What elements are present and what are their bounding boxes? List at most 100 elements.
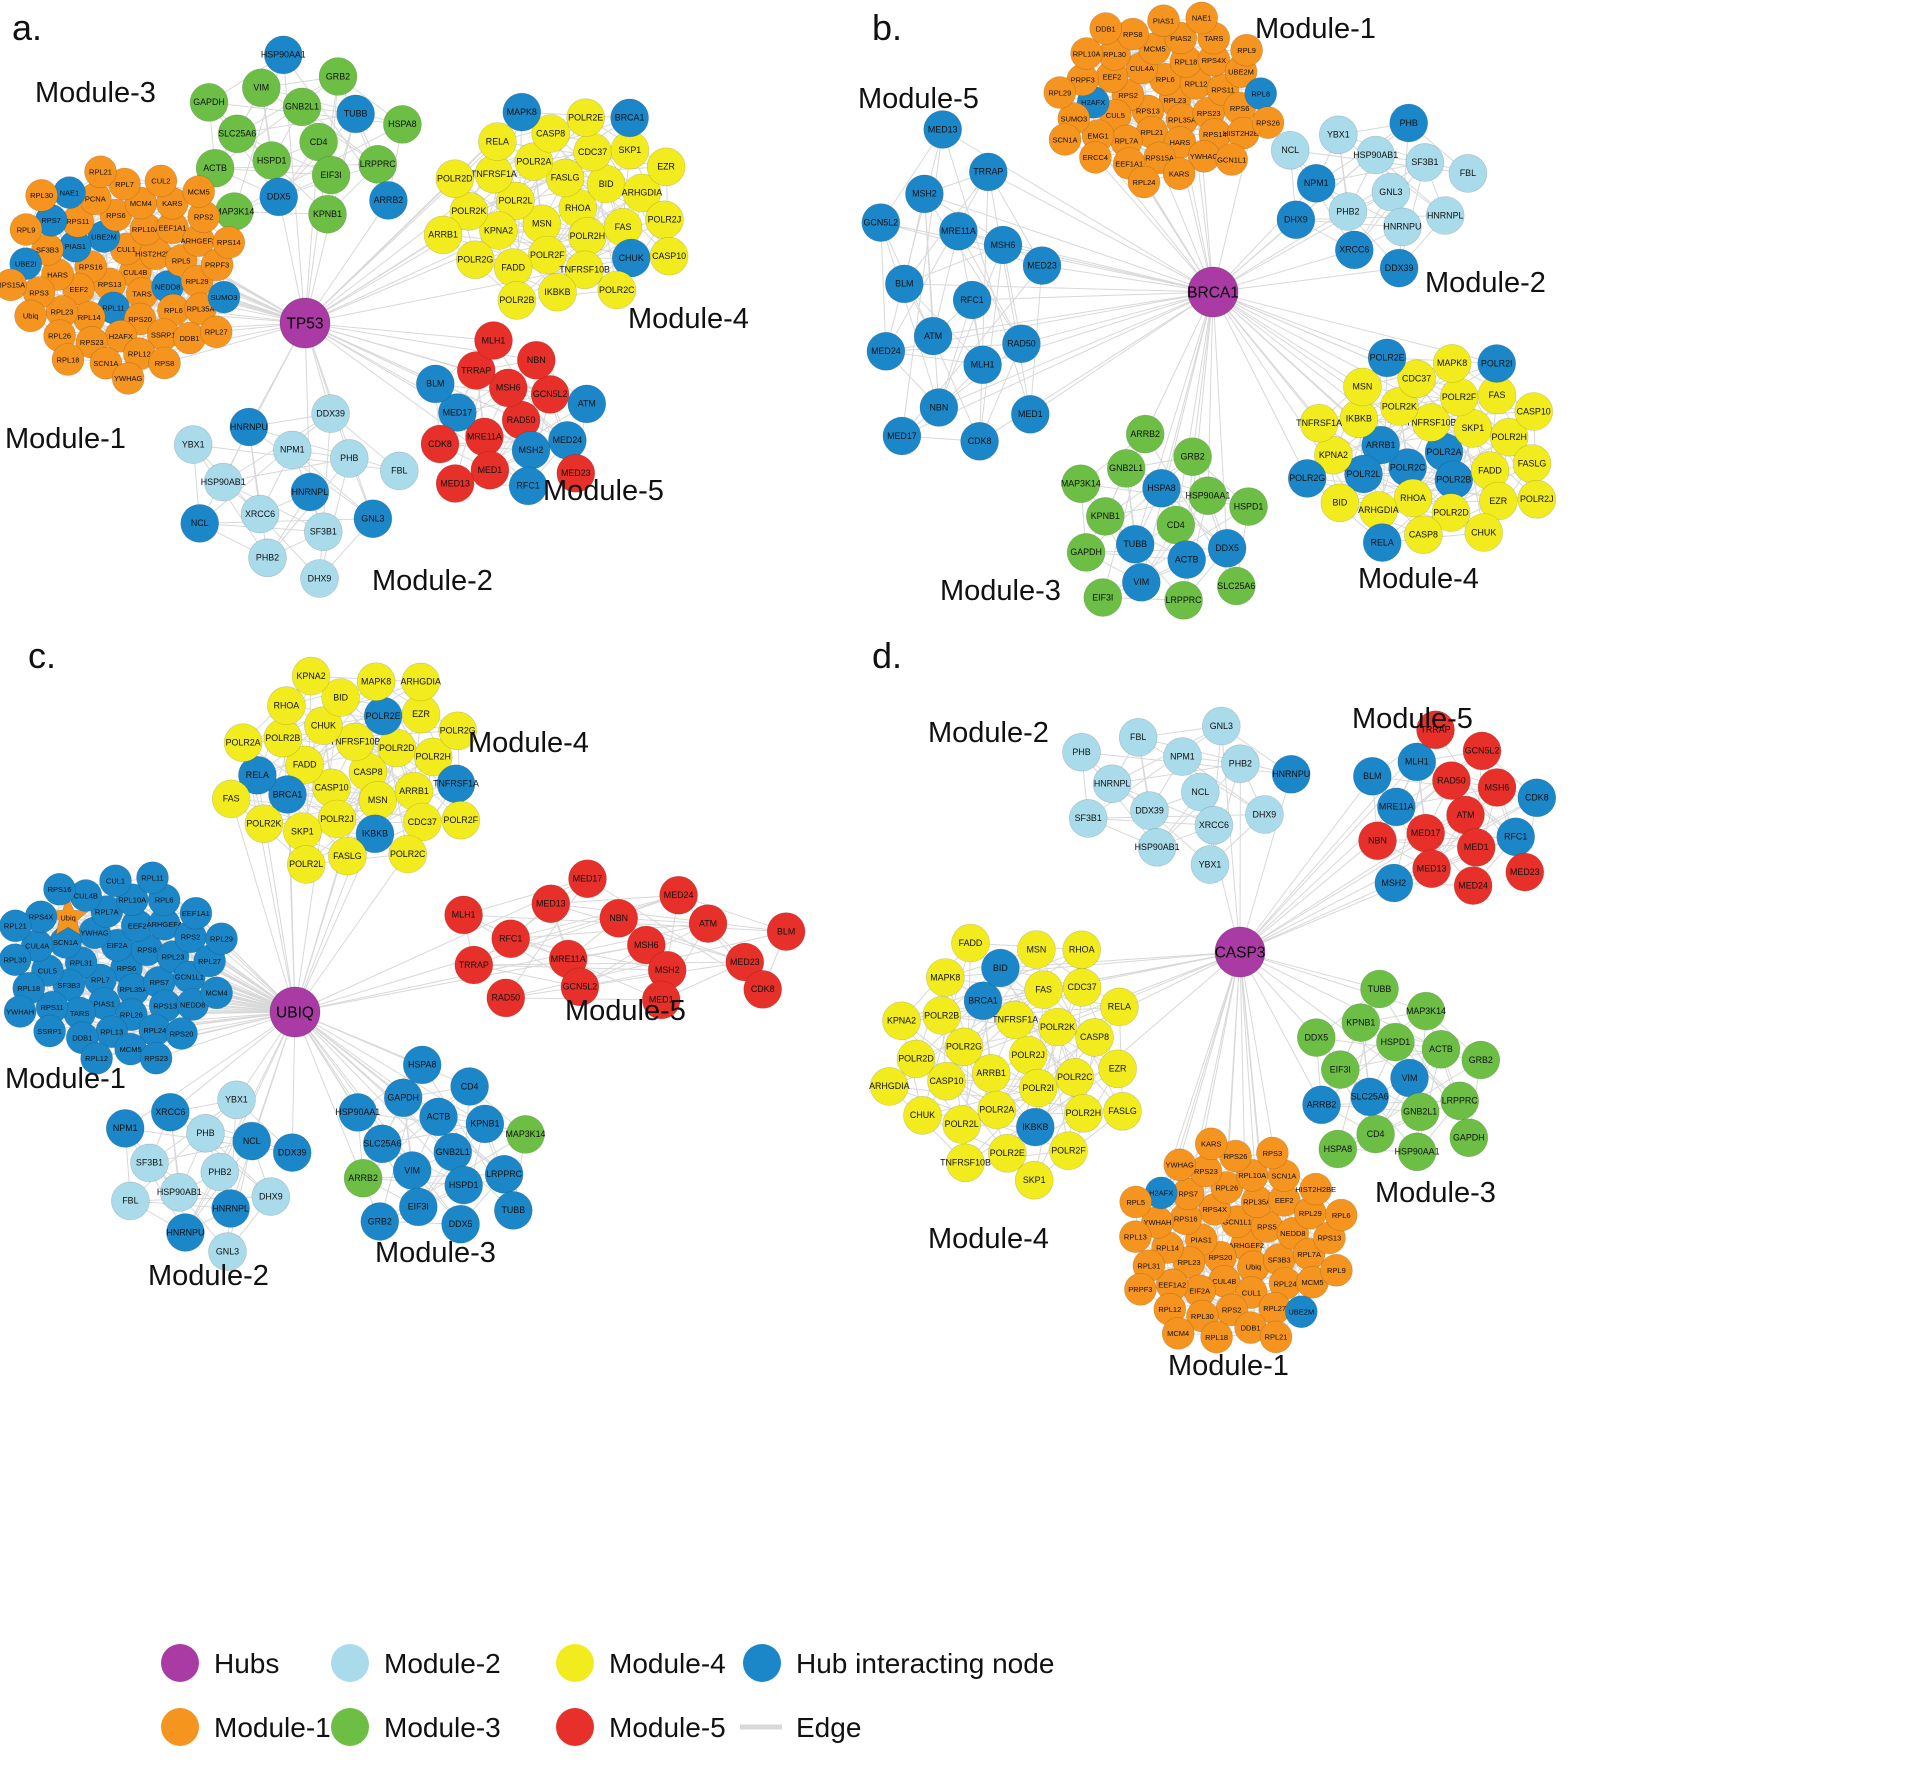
node-ARHGDIA[interactable] (622, 173, 662, 213)
node-ARRB2[interactable] (1125, 414, 1165, 454)
node-NCL[interactable] (1181, 772, 1220, 812)
node-PHB2[interactable] (248, 538, 287, 578)
node-BID[interactable] (981, 948, 1020, 988)
node-PHB[interactable] (329, 439, 369, 478)
node-GCN5L2[interactable] (1462, 731, 1502, 771)
node-NBN[interactable] (516, 340, 556, 380)
node-LRPPRC[interactable] (1164, 580, 1203, 620)
node-CD4[interactable] (1156, 505, 1196, 545)
node-HSP90AA1[interactable] (1397, 1132, 1437, 1172)
hub-node-CASP3[interactable] (1214, 926, 1266, 978)
node-SLC25A6[interactable] (1350, 1077, 1389, 1117)
node-DHX9[interactable] (1245, 795, 1284, 834)
node-MSH6[interactable] (983, 225, 1023, 265)
node-PHB2[interactable] (1328, 192, 1368, 231)
node-BLM[interactable] (884, 264, 924, 304)
node-NPM1[interactable] (1296, 164, 1336, 203)
node-GAPDH[interactable] (189, 83, 229, 122)
node-YWHAG[interactable] (111, 362, 145, 395)
node-TNFRSF10B[interactable] (1411, 403, 1451, 442)
node-GAPDH[interactable] (383, 1078, 423, 1118)
node-PHB[interactable] (1062, 732, 1101, 772)
node-NPM1[interactable] (1163, 737, 1202, 776)
node-HSP90AB1[interactable] (160, 1173, 199, 1212)
node-NCL[interactable] (180, 504, 219, 543)
node-MSH6[interactable] (1477, 768, 1517, 807)
node-MAPK8[interactable] (502, 92, 542, 132)
node-RPL29[interactable] (1043, 76, 1077, 109)
node-POLR2G[interactable] (1287, 459, 1327, 498)
node-ARRB2[interactable] (343, 1158, 383, 1198)
node-NBN[interactable] (599, 898, 639, 938)
node-RPL24[interactable] (1127, 165, 1161, 199)
node-POLR2I[interactable] (1018, 1068, 1058, 1108)
node-EIF3I[interactable] (1083, 578, 1123, 617)
node-FBL[interactable] (1118, 718, 1158, 757)
node-GRB2[interactable] (360, 1202, 400, 1241)
node-POLR2D[interactable] (896, 1039, 936, 1079)
node-FBL[interactable] (111, 1181, 150, 1221)
node-POLR2J[interactable] (1517, 479, 1557, 519)
node-POLR2D[interactable] (435, 159, 475, 198)
node-MLH1[interactable] (474, 321, 513, 360)
node-RPL12[interactable] (80, 1042, 113, 1075)
node-POLR2B[interactable] (922, 996, 962, 1035)
node-NCL[interactable] (1270, 131, 1310, 170)
node-RPS20[interactable] (165, 1017, 198, 1050)
node-POLR2G[interactable] (944, 1027, 984, 1067)
node-ACTB[interactable] (419, 1097, 458, 1137)
node-TNFRSF10B[interactable] (565, 250, 604, 290)
node-BLM[interactable] (415, 364, 455, 404)
node-GNL3[interactable] (1202, 706, 1241, 746)
hub-node-UBIQ[interactable] (269, 986, 321, 1038)
node-POLR2J[interactable] (317, 799, 357, 839)
node-LRPPRC[interactable] (1440, 1081, 1479, 1121)
node-GAPDH[interactable] (1066, 533, 1106, 572)
node-RPL21[interactable] (1259, 1320, 1293, 1354)
node-POLR2K[interactable] (1380, 387, 1419, 426)
node-MED23[interactable] (1022, 246, 1062, 285)
node-MED17[interactable] (882, 416, 922, 456)
node-POLR2L[interactable] (286, 845, 326, 884)
node-MED24[interactable] (866, 331, 906, 371)
node-FASLG[interactable] (1103, 1092, 1142, 1131)
node-CASP10[interactable] (1514, 392, 1553, 431)
node-MED1[interactable] (1011, 394, 1050, 434)
node-HNRNPU[interactable] (166, 1213, 205, 1252)
node-SLC25A6[interactable] (1217, 566, 1256, 606)
node-PRPF3[interactable] (1124, 1273, 1157, 1306)
node-GCN5L2[interactable] (861, 203, 901, 242)
node-RPL9[interactable] (1230, 33, 1263, 67)
node-VIM[interactable] (1122, 562, 1161, 602)
node-PHB2[interactable] (200, 1152, 240, 1192)
node-POLR2F[interactable] (441, 800, 481, 840)
node-RPL5[interactable] (1119, 1185, 1152, 1219)
node-RHOA[interactable] (1393, 478, 1433, 518)
node-SCN1A[interactable] (1048, 123, 1082, 156)
node-MED1[interactable] (1456, 828, 1496, 867)
node-MED23[interactable] (556, 453, 596, 493)
node-CASP8[interactable] (1075, 1018, 1114, 1057)
node-EIF3I[interactable] (398, 1187, 438, 1227)
node-HNRNPU[interactable] (1271, 754, 1311, 794)
node-HSP90AB1[interactable] (1356, 135, 1395, 175)
node-IKBKB[interactable] (538, 272, 577, 312)
node-HNRNPU[interactable] (229, 407, 269, 447)
node-RPL30[interactable] (0, 943, 32, 976)
node-YWHAH[interactable] (3, 995, 37, 1028)
node-TUBB[interactable] (493, 1191, 533, 1230)
node-GNB2L1[interactable] (282, 87, 322, 127)
node-MAP3K14[interactable] (506, 1115, 545, 1154)
node-POLR2A[interactable] (223, 723, 263, 763)
node-XRCC6[interactable] (1194, 805, 1234, 845)
node-YBX1[interactable] (173, 425, 213, 464)
node-RPL27[interactable] (199, 315, 233, 349)
node-KPNB1[interactable] (465, 1104, 505, 1144)
node-CHUK[interactable] (903, 1096, 942, 1135)
node-HSP90AB1[interactable] (1137, 827, 1177, 867)
node-POLR2C[interactable] (388, 834, 428, 874)
node-HSPA8[interactable] (402, 1045, 442, 1085)
node-BLM[interactable] (766, 912, 806, 951)
node-RPL18[interactable] (1200, 1320, 1233, 1354)
node-CD4[interactable] (450, 1067, 489, 1106)
